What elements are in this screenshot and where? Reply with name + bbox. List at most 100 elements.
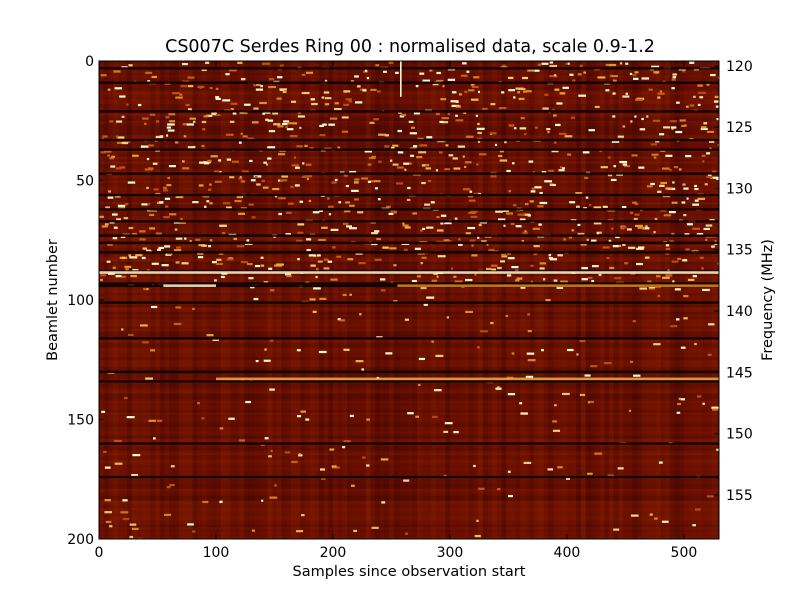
heatmap-row xyxy=(99,472,719,475)
heatmap-column xyxy=(623,61,629,539)
heatmap-column xyxy=(300,61,306,539)
heatmap-column xyxy=(136,61,142,539)
heatmap-speckle xyxy=(306,248,311,252)
heatmap-column xyxy=(328,61,334,539)
heatmap-speckle xyxy=(229,176,235,179)
heatmap-speckle xyxy=(635,98,644,101)
heatmap-speckle xyxy=(357,211,364,214)
heatmap-speckle xyxy=(169,483,175,487)
heatmap-speckle xyxy=(501,253,507,256)
heatmap-row xyxy=(99,94,719,98)
heatmap-speckle xyxy=(654,517,658,520)
heatmap-speckle xyxy=(444,422,453,425)
heatmap-speckle xyxy=(355,252,363,255)
heatmap-row xyxy=(99,156,719,160)
heatmap-speckle xyxy=(192,530,196,533)
heatmap-speckle xyxy=(440,214,447,217)
heatmap-row xyxy=(99,101,719,105)
heatmap-speckle xyxy=(143,287,147,291)
heatmap-speckle xyxy=(383,70,387,73)
heatmap-speckle xyxy=(145,377,154,380)
heatmap-speckle xyxy=(240,78,246,81)
heatmap-speckle xyxy=(237,61,243,64)
heatmap-speckle xyxy=(343,90,351,93)
heatmap-speckle xyxy=(402,222,405,225)
heatmap-row xyxy=(99,460,719,463)
heatmap-speckle xyxy=(630,514,639,517)
heatmap-row xyxy=(99,63,719,67)
heatmap-speckle xyxy=(172,92,180,95)
heatmap-speckle xyxy=(236,195,242,199)
heatmap-speckle xyxy=(264,437,269,440)
heatmap-speckle xyxy=(123,217,129,220)
heatmap-speckle xyxy=(553,429,561,432)
heatmap-row xyxy=(99,452,719,456)
heatmap-speckle xyxy=(114,87,123,90)
heatmap-speckle xyxy=(427,180,432,183)
heatmap-speckle xyxy=(274,484,277,487)
dark-row xyxy=(99,138,719,142)
heatmap-speckle xyxy=(626,228,632,231)
heatmap-speckle xyxy=(166,486,171,489)
heatmap-speckle xyxy=(558,169,565,172)
heatmap-speckle xyxy=(611,74,618,78)
heatmap-speckle xyxy=(490,321,494,325)
heatmap-row xyxy=(99,304,719,308)
heatmap-column xyxy=(459,61,465,539)
heatmap-speckle xyxy=(145,287,149,291)
heatmap-row xyxy=(99,433,719,437)
heatmap-speckle xyxy=(617,135,624,138)
heatmap-speckle xyxy=(495,210,503,213)
heatmap-row xyxy=(99,469,719,473)
heatmap-speckle xyxy=(624,165,631,168)
heatmap-speckle xyxy=(302,162,305,165)
heatmap-speckle xyxy=(672,73,678,76)
heatmap-speckle xyxy=(269,339,274,342)
y2-tick-label: 150 xyxy=(726,427,753,443)
heatmap-speckle xyxy=(349,293,352,296)
heatmap-speckle xyxy=(478,487,485,490)
heatmap-speckle xyxy=(589,204,592,207)
heatmap-speckle xyxy=(490,103,496,106)
heatmap-speckle xyxy=(430,201,435,204)
heatmap-row xyxy=(99,500,719,504)
heatmap-speckle xyxy=(238,439,245,442)
heatmap-column xyxy=(693,61,699,539)
heatmap-speckle xyxy=(426,226,434,229)
heatmap-speckle xyxy=(170,465,175,468)
heatmap-speckle xyxy=(425,167,431,170)
heatmap-speckle xyxy=(678,397,681,400)
heatmap-speckle xyxy=(657,190,662,193)
heatmap-speckle xyxy=(463,111,467,115)
heatmap-speckle xyxy=(505,212,514,215)
heatmap-speckle xyxy=(215,96,220,99)
heatmap-speckle xyxy=(147,167,154,170)
heatmap-column xyxy=(660,61,666,539)
heatmap-column xyxy=(683,61,690,539)
heatmap-speckle xyxy=(285,125,289,129)
heatmap-speckle xyxy=(304,175,313,178)
heatmap-row xyxy=(99,448,719,451)
heatmap-speckle xyxy=(101,225,108,228)
heatmap-speckle xyxy=(415,85,419,88)
heatmap-speckle xyxy=(238,141,242,144)
heatmap-speckle xyxy=(510,222,515,226)
heatmap-speckle xyxy=(125,202,129,206)
heatmap-speckle xyxy=(522,76,529,80)
heatmap-speckle xyxy=(418,151,427,154)
heatmap-row xyxy=(99,168,719,172)
heatmap-speckle xyxy=(238,212,246,215)
heatmap-speckle xyxy=(142,117,149,120)
heatmap-speckle xyxy=(511,352,515,355)
heatmap-speckle xyxy=(349,204,355,207)
heatmap-speckle xyxy=(421,181,426,185)
heatmap-speckle xyxy=(167,252,173,256)
heatmap-column xyxy=(304,61,311,539)
heatmap-speckle xyxy=(632,74,637,77)
heatmap-speckle xyxy=(541,349,544,352)
heatmap-speckle xyxy=(541,62,549,65)
y2-tick-label: 120 xyxy=(726,59,753,75)
heatmap-speckle xyxy=(471,85,479,89)
heatmap-row xyxy=(99,326,719,329)
